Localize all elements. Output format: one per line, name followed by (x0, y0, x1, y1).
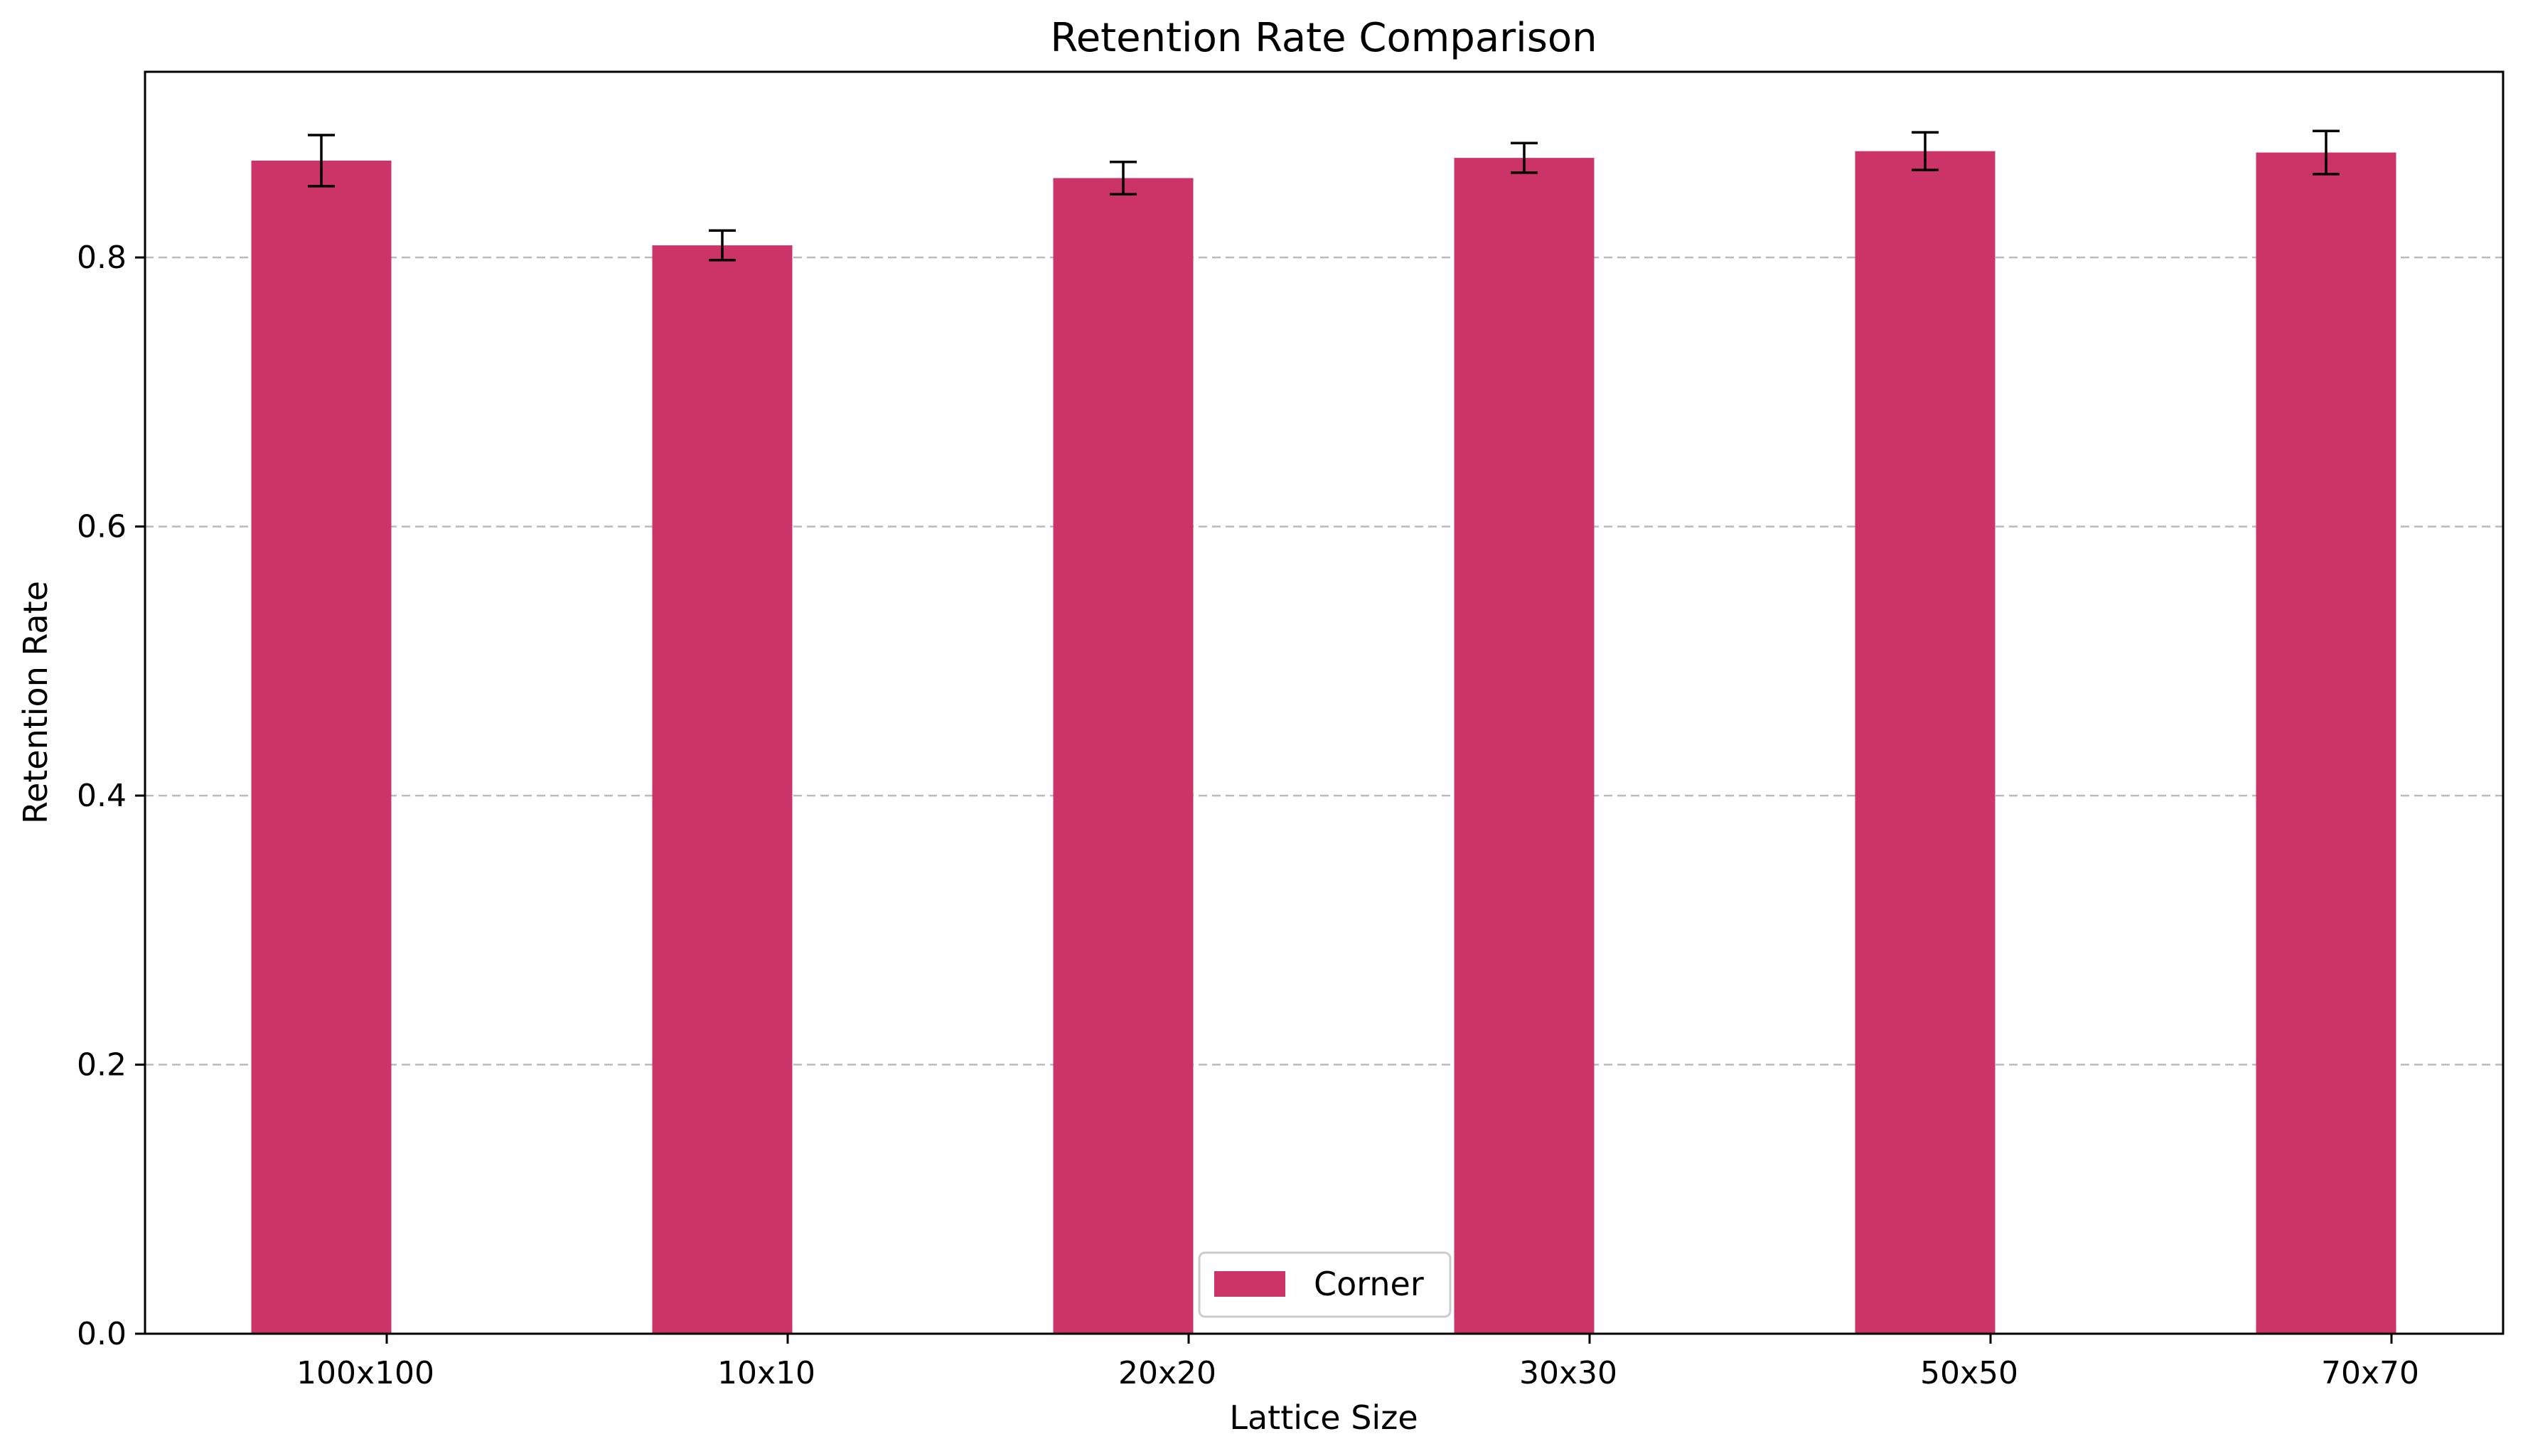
chart-title: Retention Rate Comparison (1050, 15, 1597, 61)
x-tick-label-100x100: 100x100 (296, 1355, 434, 1391)
y-tick-label: 0.4 (77, 778, 127, 814)
x-axis-label: Lattice Size (1229, 1398, 1418, 1437)
legend-box (1198, 1251, 1452, 1318)
bar-10x10 (652, 245, 793, 1334)
bar-70x70 (2256, 152, 2396, 1334)
bar-50x50 (1855, 151, 1996, 1334)
x-tick-label-50x50: 50x50 (1920, 1355, 2018, 1391)
y-tick-label: 0.2 (77, 1047, 127, 1083)
plot-frame (144, 70, 2505, 1335)
error-bars (308, 129, 2340, 262)
gridlines (145, 256, 2503, 1066)
x-tick-label-30x30: 30x30 (1519, 1355, 1617, 1391)
y-tick-label: 0.6 (77, 509, 127, 545)
bar-30x30 (1454, 158, 1595, 1334)
bar-100x100 (251, 160, 392, 1334)
axis-ticks: 0.0 0.2 0.4 0.6 0.8 100x100 10x10 20x20 30x30 50x… (77, 240, 2419, 1391)
x-tick-label-70x70: 70x70 (2321, 1355, 2419, 1391)
bar-20x20 (1053, 178, 1194, 1334)
y-tick-label: 0.0 (77, 1316, 127, 1352)
x-tick-label-20x20: 20x20 (1118, 1355, 1216, 1391)
legend-swatch (1214, 1271, 1285, 1297)
y-tick-label: 0.8 (77, 240, 127, 276)
x-tick-label-10x10: 10x10 (717, 1355, 815, 1391)
y-axis-label: Retention Rate (16, 581, 55, 824)
legend: Corner (1198, 1251, 1452, 1318)
bars (251, 151, 2396, 1334)
legend-label-corner: Corner (1314, 1265, 1424, 1303)
